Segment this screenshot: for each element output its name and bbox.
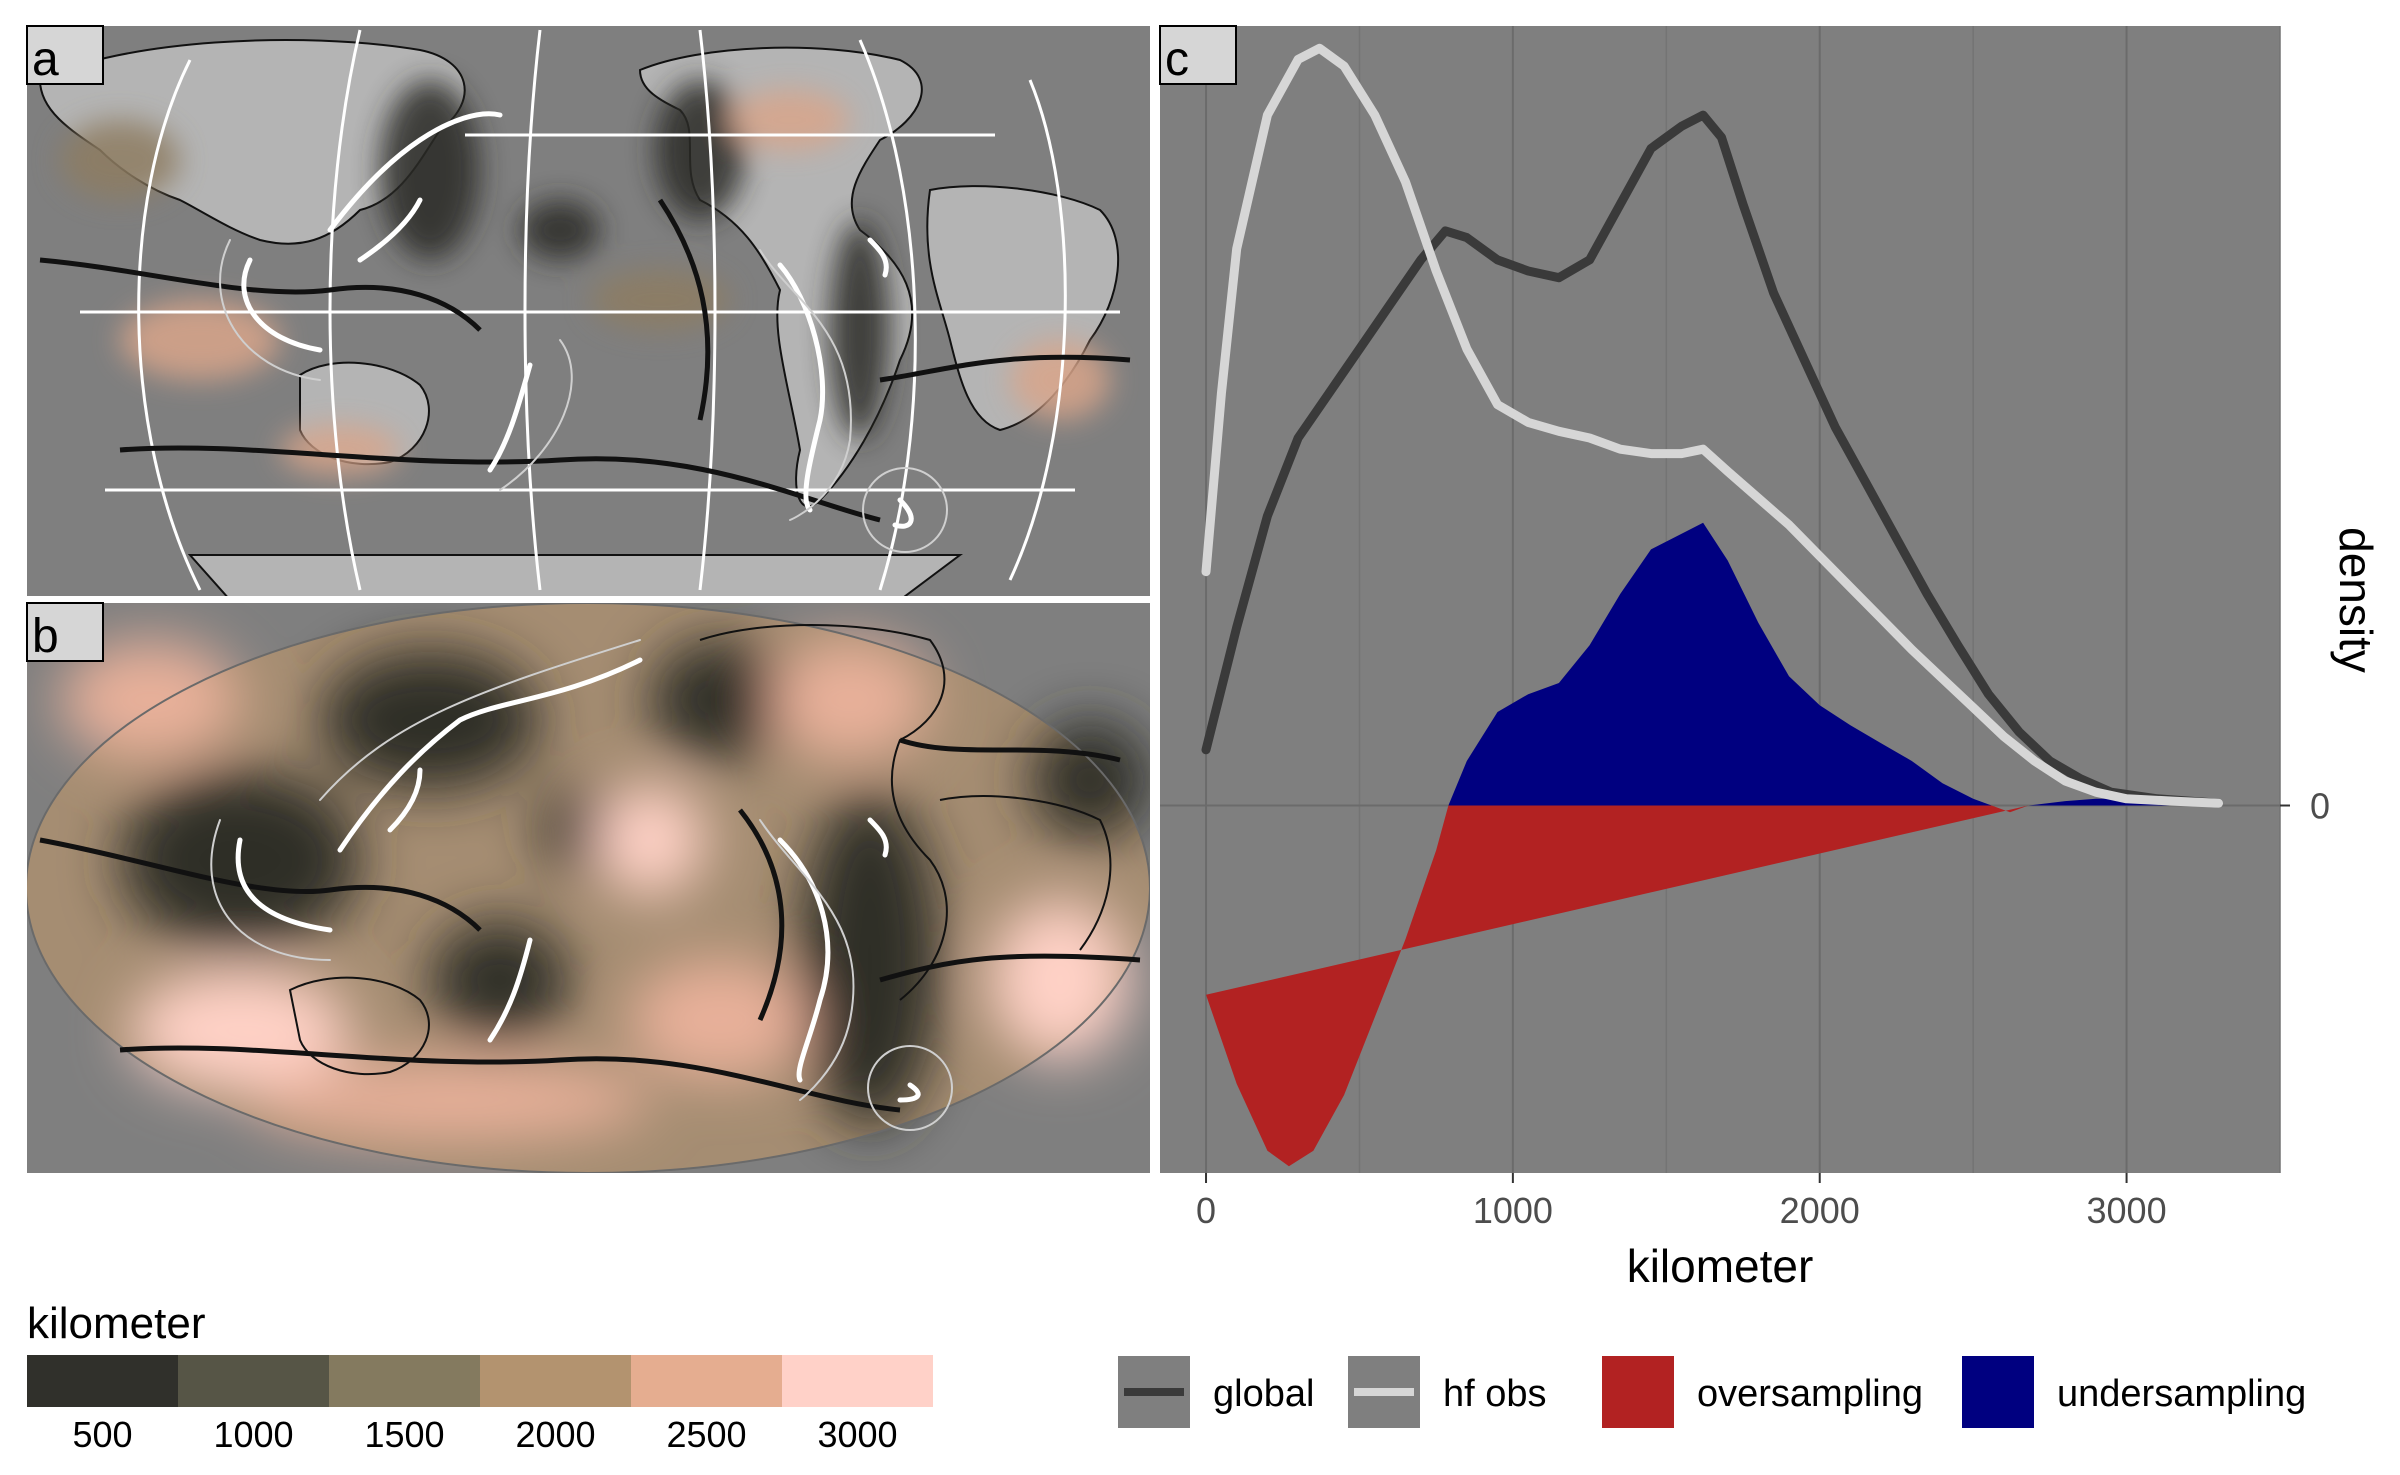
colorbar-title: kilometer: [27, 1299, 206, 1348]
panel-b-heat: [60, 640, 1150, 1140]
colorbar-tick-label: 3000: [817, 1414, 897, 1455]
panel-b-subduction-zones: [210, 639, 953, 1131]
colorbar-tick-label: 1500: [364, 1414, 444, 1455]
panel-c-series: [1201, 43, 2224, 1167]
colorbar-tick-label: 2000: [515, 1414, 595, 1455]
colorbar-bin: [631, 1355, 782, 1407]
panel-b-plate-boundaries: [39, 737, 1141, 1113]
panel-a-label-box: [26, 25, 104, 85]
colorbar-tick-label: 500: [72, 1414, 132, 1455]
series-hf-obs-line: [1201, 43, 2224, 808]
colorbar-bin: [329, 1355, 480, 1407]
panel-c-y-axis: 0: [2280, 786, 2330, 827]
colorbar-bin: [782, 1355, 933, 1407]
panel-a-label: a: [32, 33, 59, 86]
panel-a-subduction-zones: [219, 111, 948, 553]
panel-c-label-box: [1159, 25, 1237, 85]
x-axis-title: kilometer: [1627, 1240, 1814, 1292]
x-tick-label: 3000: [2087, 1190, 2167, 1231]
series-undersampling-area: [1448, 522, 2219, 806]
panel-a-map: [27, 26, 1150, 596]
series-global-line: [1201, 110, 2224, 808]
continent-antarctica: [187, 554, 963, 596]
colorbar-tick-label: 1000: [213, 1414, 293, 1455]
x-tick-label: 1000: [1473, 1190, 1553, 1231]
x-tick-label: 0: [1196, 1190, 1216, 1231]
legend-key-oversampling: [1602, 1356, 1674, 1428]
panel-b-label-box: [26, 602, 104, 662]
legend-label-global: global: [1213, 1373, 1314, 1415]
legend-label-hf-obs: hf obs: [1443, 1373, 1547, 1415]
legend-label-oversampling: oversampling: [1697, 1373, 1923, 1415]
panel-c-x-axis: 0 1000 2000 3000: [1196, 1173, 2167, 1231]
panel-c-label: c: [1165, 33, 1189, 86]
colorbar-bin: [480, 1355, 631, 1407]
colorbar-bin: [178, 1355, 329, 1407]
colorbar-tick-label: 2500: [666, 1414, 746, 1455]
legend-label-undersampling: undersampling: [2057, 1373, 2306, 1415]
panel-b-label: b: [32, 610, 59, 663]
panel-c-chart: 0 1000 2000 3000 0 kilometer density: [1160, 26, 2382, 1292]
panel-b-coastlines: [288, 624, 1112, 1076]
panel-a-plate-boundaries: [39, 198, 1131, 523]
colorbar-bin: [27, 1355, 178, 1407]
y-axis-title: density: [2330, 527, 2382, 673]
y-tick-label: 0: [2310, 786, 2330, 827]
series-oversampling-area: [1206, 805, 2029, 1167]
x-tick-label: 2000: [1780, 1190, 1860, 1231]
legend-key-undersampling: [1962, 1356, 2034, 1428]
legend: global hf obs oversampling undersampling: [1118, 1356, 2306, 1428]
colorbar: 500 1000 1500 2000 2500 3000: [27, 1355, 933, 1455]
panel-b-map: [27, 603, 1150, 1173]
